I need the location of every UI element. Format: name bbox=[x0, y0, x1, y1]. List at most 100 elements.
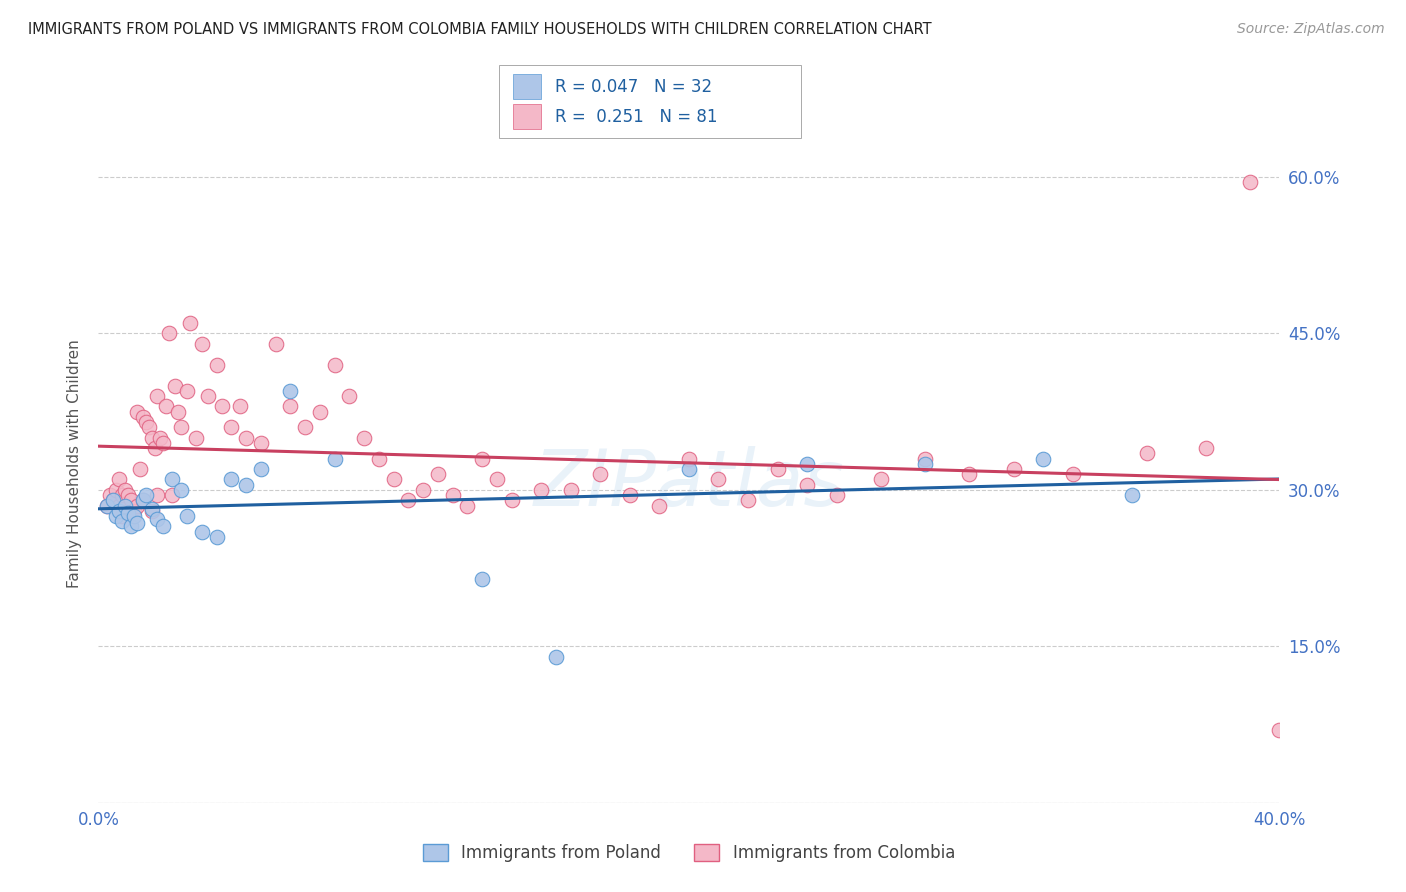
Point bbox=[111, 508, 134, 523]
Point bbox=[471, 572, 494, 586]
Point bbox=[396, 493, 419, 508]
Point bbox=[1002, 462, 1025, 476]
Point bbox=[149, 431, 172, 445]
Point bbox=[179, 316, 201, 330]
Point bbox=[165, 378, 187, 392]
Point bbox=[427, 467, 450, 482]
Point bbox=[170, 420, 193, 434]
Point bbox=[219, 473, 242, 487]
Text: ZIPatlas: ZIPatlas bbox=[533, 446, 845, 522]
Point bbox=[120, 519, 142, 533]
Point bbox=[167, 405, 190, 419]
Point bbox=[382, 473, 405, 487]
Point bbox=[235, 431, 257, 445]
Point bbox=[96, 499, 118, 513]
Point bbox=[105, 483, 128, 497]
Point bbox=[111, 488, 134, 502]
Point bbox=[138, 420, 160, 434]
Point bbox=[141, 501, 163, 516]
Point bbox=[128, 462, 150, 476]
Text: Source: ZipAtlas.com: Source: ZipAtlas.com bbox=[1237, 22, 1385, 37]
Point bbox=[959, 467, 981, 482]
Point bbox=[796, 457, 818, 471]
Point bbox=[1121, 488, 1143, 502]
Point bbox=[117, 488, 139, 502]
Point bbox=[162, 473, 183, 487]
Point bbox=[122, 508, 145, 523]
Point bbox=[914, 457, 936, 471]
Point bbox=[125, 499, 148, 513]
Point bbox=[103, 493, 125, 508]
Point bbox=[707, 473, 730, 487]
Point bbox=[1195, 441, 1218, 455]
Point bbox=[471, 451, 494, 466]
Point bbox=[825, 488, 848, 502]
Point bbox=[98, 488, 121, 502]
Point bbox=[141, 431, 163, 445]
Y-axis label: Family Households with Children: Family Households with Children bbox=[67, 340, 83, 588]
Point bbox=[648, 499, 671, 513]
Point bbox=[141, 504, 163, 518]
Point bbox=[456, 499, 478, 513]
Point bbox=[678, 462, 700, 476]
Point bbox=[96, 499, 118, 513]
Point bbox=[205, 530, 228, 544]
Point bbox=[146, 389, 169, 403]
Point bbox=[111, 514, 134, 528]
Point bbox=[501, 493, 523, 508]
Point bbox=[1062, 467, 1084, 482]
Point bbox=[117, 506, 139, 520]
Point bbox=[412, 483, 434, 497]
Point bbox=[157, 326, 180, 341]
Point bbox=[678, 451, 700, 466]
Point bbox=[1239, 175, 1261, 189]
Text: IMMIGRANTS FROM POLAND VS IMMIGRANTS FROM COLOMBIA FAMILY HOUSEHOLDS WITH CHILDR: IMMIGRANTS FROM POLAND VS IMMIGRANTS FRO… bbox=[28, 22, 932, 37]
Point bbox=[132, 493, 155, 508]
Point bbox=[152, 436, 174, 450]
Point bbox=[162, 488, 183, 502]
Text: R =  0.251   N = 81: R = 0.251 N = 81 bbox=[555, 108, 718, 126]
Point bbox=[120, 493, 142, 508]
Point bbox=[125, 516, 148, 531]
Point bbox=[323, 451, 346, 466]
Point bbox=[250, 436, 273, 450]
Point bbox=[135, 488, 157, 502]
Point bbox=[117, 504, 139, 518]
Point bbox=[205, 358, 228, 372]
Point bbox=[914, 451, 936, 466]
Point bbox=[264, 337, 287, 351]
Point bbox=[155, 400, 177, 414]
Point bbox=[211, 400, 233, 414]
Point bbox=[132, 409, 155, 424]
Point bbox=[132, 493, 155, 508]
Point bbox=[1268, 723, 1291, 737]
Point bbox=[114, 499, 136, 513]
Point bbox=[146, 512, 169, 526]
Point bbox=[191, 524, 214, 539]
Point bbox=[108, 473, 131, 487]
Point bbox=[796, 477, 818, 491]
Point bbox=[152, 519, 174, 533]
Point bbox=[441, 488, 464, 502]
Point bbox=[103, 493, 125, 508]
Point bbox=[250, 462, 273, 476]
Point bbox=[197, 389, 219, 403]
Point bbox=[368, 451, 391, 466]
Point bbox=[229, 400, 252, 414]
Point bbox=[294, 420, 316, 434]
Point bbox=[619, 488, 641, 502]
Point bbox=[108, 499, 131, 513]
Point bbox=[339, 389, 360, 403]
Point bbox=[530, 483, 553, 497]
Point bbox=[114, 483, 136, 497]
Text: R = 0.047   N = 32: R = 0.047 N = 32 bbox=[555, 78, 713, 95]
Point bbox=[1032, 451, 1054, 466]
Point bbox=[184, 431, 207, 445]
Point bbox=[176, 384, 198, 398]
Point bbox=[560, 483, 582, 497]
Point bbox=[278, 400, 302, 414]
Point bbox=[589, 467, 612, 482]
Point bbox=[146, 488, 169, 502]
Point bbox=[235, 477, 257, 491]
Point bbox=[108, 504, 131, 518]
